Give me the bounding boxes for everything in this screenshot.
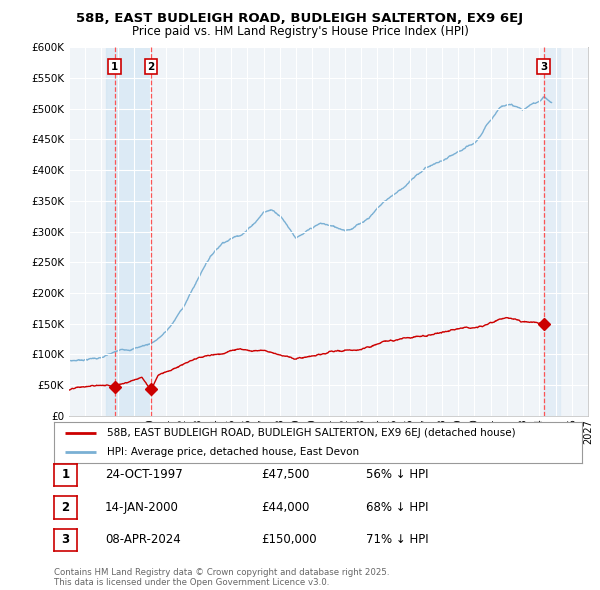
Bar xyxy=(544,47,560,416)
Text: 68% ↓ HPI: 68% ↓ HPI xyxy=(366,501,428,514)
Text: £47,500: £47,500 xyxy=(261,468,310,481)
Text: 1: 1 xyxy=(61,468,70,481)
Bar xyxy=(106,47,151,416)
Text: 3: 3 xyxy=(61,533,70,546)
Text: 2: 2 xyxy=(61,501,70,514)
Text: 14-JAN-2000: 14-JAN-2000 xyxy=(105,501,179,514)
Text: 24-OCT-1997: 24-OCT-1997 xyxy=(105,468,183,481)
Text: £150,000: £150,000 xyxy=(261,533,317,546)
Text: Contains HM Land Registry data © Crown copyright and database right 2025.
This d: Contains HM Land Registry data © Crown c… xyxy=(54,568,389,587)
Text: 58B, EAST BUDLEIGH ROAD, BUDLEIGH SALTERTON, EX9 6EJ (detached house): 58B, EAST BUDLEIGH ROAD, BUDLEIGH SALTER… xyxy=(107,428,515,438)
Text: 1: 1 xyxy=(111,62,118,72)
Text: 71% ↓ HPI: 71% ↓ HPI xyxy=(366,533,428,546)
Text: 2: 2 xyxy=(147,62,154,72)
Text: 56% ↓ HPI: 56% ↓ HPI xyxy=(366,468,428,481)
Text: HPI: Average price, detached house, East Devon: HPI: Average price, detached house, East… xyxy=(107,447,359,457)
Text: 58B, EAST BUDLEIGH ROAD, BUDLEIGH SALTERTON, EX9 6EJ: 58B, EAST BUDLEIGH ROAD, BUDLEIGH SALTER… xyxy=(76,12,524,25)
Text: £44,000: £44,000 xyxy=(261,501,310,514)
Text: 08-APR-2024: 08-APR-2024 xyxy=(105,533,181,546)
Text: Price paid vs. HM Land Registry's House Price Index (HPI): Price paid vs. HM Land Registry's House … xyxy=(131,25,469,38)
Text: 3: 3 xyxy=(540,62,547,72)
